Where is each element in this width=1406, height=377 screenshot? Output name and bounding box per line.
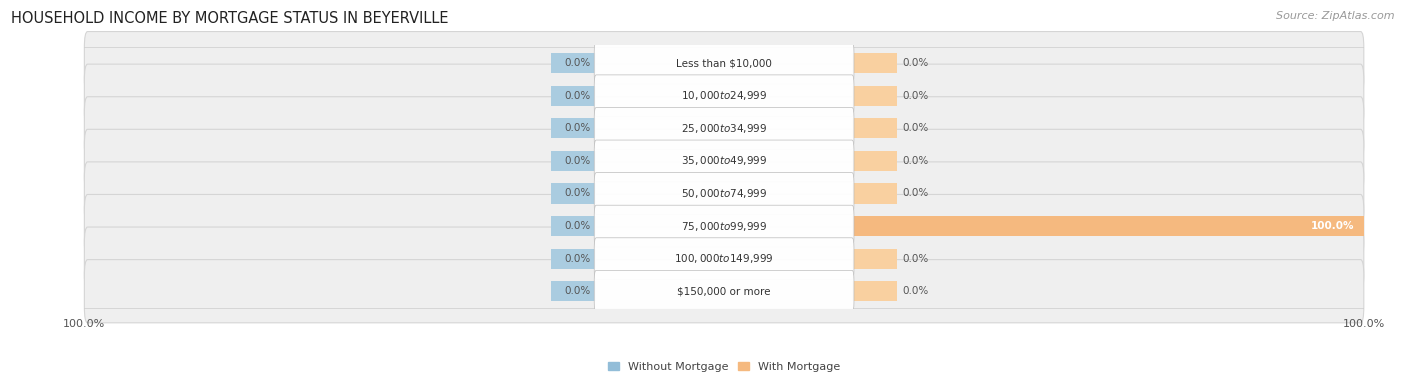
Bar xyxy=(852,151,897,171)
Text: 0.0%: 0.0% xyxy=(565,286,591,296)
FancyBboxPatch shape xyxy=(595,270,853,312)
Bar xyxy=(852,248,897,269)
Bar xyxy=(551,281,596,301)
Text: 0.0%: 0.0% xyxy=(565,91,591,101)
Bar xyxy=(852,281,897,301)
Bar xyxy=(852,183,897,204)
Bar xyxy=(551,248,596,269)
Text: $150,000 or more: $150,000 or more xyxy=(678,286,770,296)
Legend: Without Mortgage, With Mortgage: Without Mortgage, With Mortgage xyxy=(603,356,845,377)
FancyBboxPatch shape xyxy=(595,75,853,116)
FancyBboxPatch shape xyxy=(595,205,853,247)
Text: 100.0%: 100.0% xyxy=(1310,221,1354,231)
Text: 0.0%: 0.0% xyxy=(901,286,928,296)
FancyBboxPatch shape xyxy=(595,238,853,279)
FancyBboxPatch shape xyxy=(84,227,1364,290)
Text: 0.0%: 0.0% xyxy=(901,58,928,68)
Text: $25,000 to $34,999: $25,000 to $34,999 xyxy=(681,122,768,135)
Text: 0.0%: 0.0% xyxy=(901,156,928,166)
Bar xyxy=(852,86,897,106)
FancyBboxPatch shape xyxy=(595,42,853,84)
Text: 0.0%: 0.0% xyxy=(565,254,591,264)
Bar xyxy=(551,216,596,236)
Text: 0.0%: 0.0% xyxy=(565,123,591,133)
Text: $100,000 to $149,999: $100,000 to $149,999 xyxy=(675,252,773,265)
Text: 0.0%: 0.0% xyxy=(901,254,928,264)
Bar xyxy=(551,118,596,138)
FancyBboxPatch shape xyxy=(84,162,1364,225)
Bar xyxy=(852,216,1406,236)
FancyBboxPatch shape xyxy=(84,129,1364,193)
Text: 0.0%: 0.0% xyxy=(901,91,928,101)
Text: 0.0%: 0.0% xyxy=(901,188,928,198)
Bar xyxy=(551,151,596,171)
Text: $35,000 to $49,999: $35,000 to $49,999 xyxy=(681,155,768,167)
FancyBboxPatch shape xyxy=(84,195,1364,257)
FancyBboxPatch shape xyxy=(84,97,1364,160)
Text: $10,000 to $24,999: $10,000 to $24,999 xyxy=(681,89,768,102)
FancyBboxPatch shape xyxy=(595,140,853,182)
Bar xyxy=(852,53,897,73)
Text: 0.0%: 0.0% xyxy=(901,123,928,133)
FancyBboxPatch shape xyxy=(595,107,853,149)
Bar xyxy=(551,86,596,106)
FancyBboxPatch shape xyxy=(84,64,1364,127)
Text: 0.0%: 0.0% xyxy=(565,188,591,198)
Text: 0.0%: 0.0% xyxy=(565,58,591,68)
Text: 0.0%: 0.0% xyxy=(565,156,591,166)
Bar xyxy=(551,53,596,73)
Text: 0.0%: 0.0% xyxy=(565,221,591,231)
Text: $75,000 to $99,999: $75,000 to $99,999 xyxy=(681,219,768,233)
FancyBboxPatch shape xyxy=(84,32,1364,95)
Bar xyxy=(852,118,897,138)
Text: $50,000 to $74,999: $50,000 to $74,999 xyxy=(681,187,768,200)
FancyBboxPatch shape xyxy=(595,173,853,215)
Text: Source: ZipAtlas.com: Source: ZipAtlas.com xyxy=(1277,11,1395,21)
Text: HOUSEHOLD INCOME BY MORTGAGE STATUS IN BEYERVILLE: HOUSEHOLD INCOME BY MORTGAGE STATUS IN B… xyxy=(11,11,449,26)
Bar xyxy=(551,183,596,204)
FancyBboxPatch shape xyxy=(84,260,1364,323)
Text: Less than $10,000: Less than $10,000 xyxy=(676,58,772,68)
